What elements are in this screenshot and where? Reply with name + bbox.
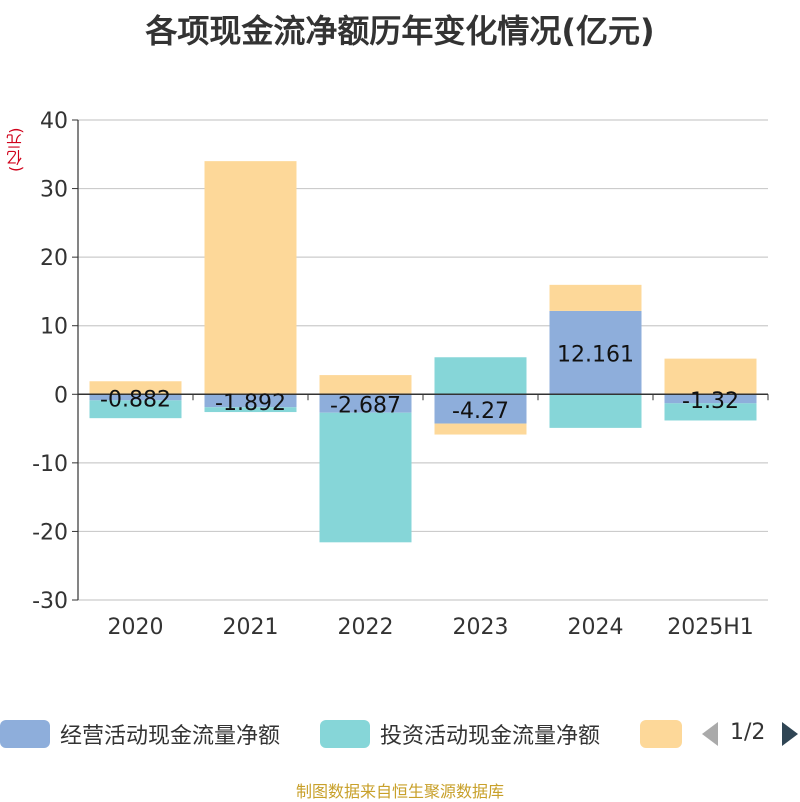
- data-label: -0.882: [100, 387, 171, 412]
- bar-series3: [664, 358, 757, 395]
- legend-swatch-investing: [320, 720, 370, 748]
- bar-series1: [549, 310, 642, 395]
- legend-swatch-operating: [0, 720, 50, 748]
- x-tick-label: 2023: [453, 615, 509, 640]
- data-source-note: 制图数据来自恒生聚源数据库: [295, 782, 504, 801]
- bar-series1: [89, 394, 182, 401]
- chart-area: 40 30 20 10 0 -10 -20 -30 2020 2021 2022 2023 2024 20…: [32, 109, 769, 640]
- legend-item-financing[interactable]: [640, 714, 692, 754]
- x-tick-label: 2022: [338, 615, 394, 640]
- x-tick-label: 2020: [108, 615, 164, 640]
- y-tick-label: -20: [32, 520, 68, 545]
- y-tick-label: -30: [32, 589, 68, 614]
- data-label: 12.161: [557, 343, 634, 368]
- bar-series2: [89, 400, 182, 419]
- x-tick-label: 2021: [223, 615, 279, 640]
- data-label: -1.892: [215, 391, 286, 416]
- bar-series2: [204, 407, 297, 413]
- chart-title: 各项现金流净额历年变化情况(亿元): [145, 12, 655, 50]
- bar-series3: [549, 284, 642, 311]
- y-tick-label: -10: [32, 452, 68, 477]
- legend-item-investing[interactable]: 投资活动现金流量净额: [320, 714, 600, 754]
- legend-page-indicator: 1/2: [730, 720, 766, 745]
- data-label: -2.687: [330, 393, 401, 418]
- bar-series1: [664, 394, 757, 404]
- legend-swatch-financing: [640, 720, 682, 748]
- legend: 经营活动现金流量净额 投资活动现金流量净额: [0, 714, 800, 754]
- bar-series3: [204, 161, 297, 395]
- y-tick-label: 40: [40, 109, 68, 134]
- legend-label-operating: 经营活动现金流量净额: [60, 724, 281, 749]
- bar-series3: [319, 375, 412, 395]
- data-label: -4.27: [452, 399, 509, 424]
- x-tick-label: 2024: [568, 615, 624, 640]
- bar-series1: [319, 394, 412, 413]
- data-label: -1.32: [682, 389, 739, 414]
- legend-prev-arrow-icon[interactable]: [702, 722, 718, 746]
- x-tick-label: 2025H1: [667, 615, 754, 640]
- bar-series1: [434, 394, 527, 424]
- y-tick-label: 20: [40, 246, 68, 271]
- bar-series1: [204, 394, 297, 408]
- y-tick-label: 30: [40, 178, 68, 203]
- legend-next-arrow-icon[interactable]: [782, 722, 798, 746]
- y-tick-label: 10: [40, 315, 68, 340]
- y-tick-label: 0: [54, 383, 68, 408]
- bar-series3: [89, 381, 182, 395]
- legend-label-investing: 投资活动现金流量净额: [380, 724, 601, 749]
- bar-series2: [319, 412, 412, 543]
- bar-series2: [664, 403, 757, 421]
- bar-series3: [434, 423, 527, 435]
- legend-pager: 1/2: [700, 714, 800, 754]
- legend-item-operating[interactable]: 经营活动现金流量净额: [0, 714, 280, 754]
- bar-series2: [549, 394, 642, 428]
- bar-series2: [434, 357, 527, 395]
